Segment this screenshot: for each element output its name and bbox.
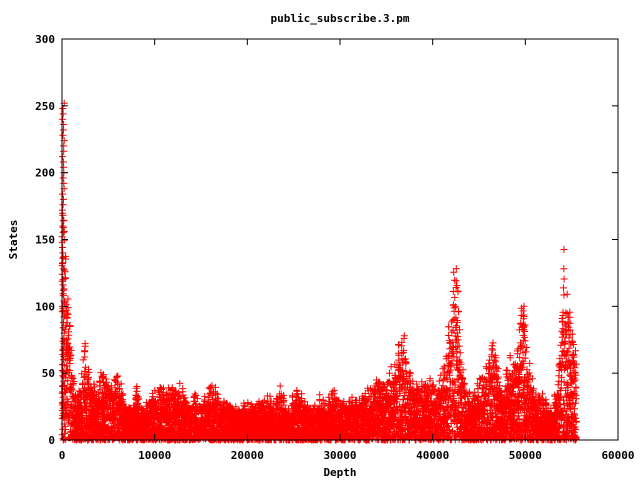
y-tick-label: 200 [35,167,55,180]
y-axis-label: States [7,220,20,260]
y-tick-label: 0 [48,434,55,447]
chart-title: public_subscribe.3.pm [270,12,409,25]
y-tick-label: 50 [42,367,55,380]
y-tick-label: 300 [35,33,55,46]
x-tick-label: 30000 [323,449,356,462]
y-tick-label: 250 [35,100,55,113]
x-tick-label: 0 [59,449,66,462]
x-tick-label: 40000 [416,449,449,462]
x-tick-label: 20000 [231,449,264,462]
x-tick-label: 10000 [138,449,171,462]
y-tick-label: 100 [35,300,55,313]
y-tick-label: 150 [35,234,55,247]
x-axis-label: Depth [323,466,356,479]
x-tick-label: 50000 [509,449,542,462]
x-tick-label: 60000 [601,449,634,462]
axis-ticks: 0 10000 20000 30000 40000 50000 60000 0 50 100 150… [35,33,634,462]
